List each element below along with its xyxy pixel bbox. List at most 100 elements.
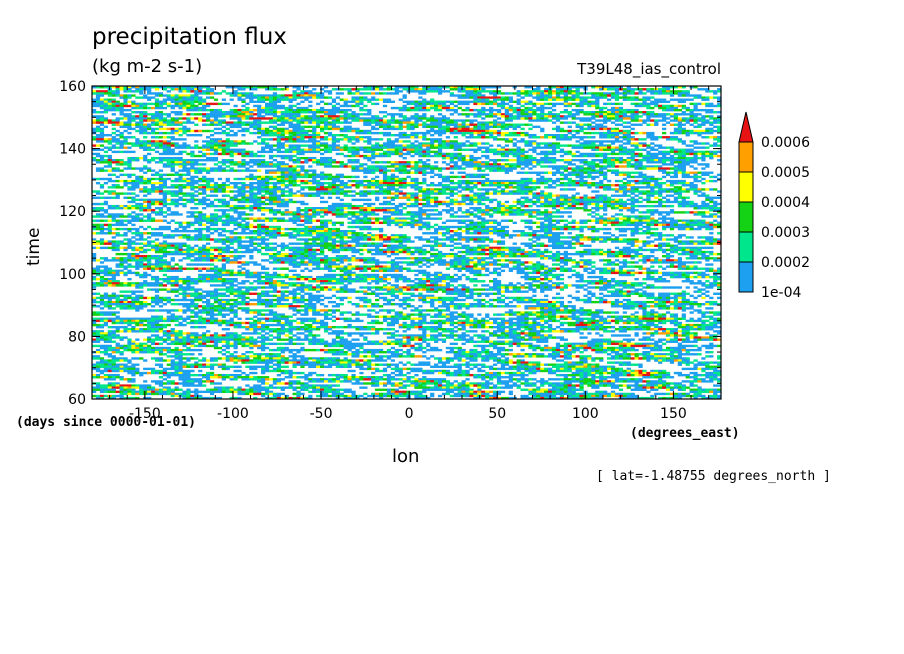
field-cell bbox=[492, 138, 498, 141]
field-cell bbox=[461, 108, 466, 112]
field-cell bbox=[583, 154, 588, 158]
field-cell bbox=[630, 92, 635, 95]
field-cell bbox=[449, 175, 454, 179]
field-cell bbox=[296, 113, 301, 116]
field-cell bbox=[280, 167, 285, 170]
field-cell bbox=[268, 138, 274, 141]
field-cell bbox=[485, 100, 490, 103]
field-cell bbox=[705, 131, 710, 135]
field-cell bbox=[406, 184, 411, 187]
field-cell bbox=[359, 108, 364, 112]
field-cell bbox=[327, 131, 333, 135]
field-cell bbox=[276, 144, 281, 147]
field-cell bbox=[378, 86, 384, 89]
field-cell bbox=[638, 111, 643, 114]
field-cell bbox=[567, 177, 572, 181]
field-cell bbox=[630, 113, 635, 116]
field-cell bbox=[520, 123, 525, 126]
field-cell bbox=[268, 156, 274, 160]
field-cell bbox=[249, 121, 254, 124]
field-cell bbox=[371, 150, 376, 154]
field-cell bbox=[669, 123, 675, 126]
field-cell bbox=[276, 123, 281, 126]
field-cell bbox=[449, 127, 454, 131]
field-cell bbox=[662, 169, 667, 172]
field-cell bbox=[367, 140, 372, 143]
field-cell bbox=[209, 96, 215, 99]
field-cell bbox=[111, 161, 116, 164]
field-cell bbox=[646, 136, 651, 139]
field-cell bbox=[213, 113, 219, 116]
field-cell bbox=[595, 154, 600, 158]
field-cell bbox=[646, 152, 651, 156]
field-cell bbox=[217, 108, 223, 112]
field-cell bbox=[95, 104, 101, 108]
field-cell bbox=[418, 181, 423, 185]
field-cell bbox=[320, 161, 325, 164]
field-cell bbox=[213, 159, 219, 162]
field-cell bbox=[217, 142, 223, 145]
field-cell bbox=[347, 136, 352, 139]
field-cell bbox=[276, 171, 281, 174]
field-cell bbox=[520, 184, 525, 187]
field-cell bbox=[610, 142, 616, 145]
field-cell bbox=[229, 86, 234, 89]
field-cell bbox=[610, 184, 616, 187]
field-cell bbox=[587, 144, 592, 147]
field-cell bbox=[103, 102, 109, 106]
field-cell bbox=[449, 106, 454, 110]
field-cell bbox=[198, 92, 203, 95]
field-cell bbox=[422, 144, 427, 147]
field-cell bbox=[249, 86, 254, 89]
field-cell bbox=[174, 113, 179, 116]
field-cell bbox=[469, 161, 474, 164]
field-cell bbox=[646, 123, 651, 126]
field-cell bbox=[284, 136, 289, 139]
field-cell bbox=[367, 108, 372, 112]
field-cell bbox=[610, 146, 616, 149]
field-cell bbox=[437, 108, 443, 112]
field-cell bbox=[174, 161, 179, 164]
field-cell bbox=[198, 146, 203, 149]
field-cell bbox=[288, 177, 293, 181]
field-cell bbox=[131, 184, 136, 187]
field-cell bbox=[284, 173, 289, 177]
field-cell bbox=[406, 169, 411, 172]
field-cell bbox=[681, 173, 686, 177]
field-cell bbox=[489, 100, 494, 103]
field-cell bbox=[190, 88, 195, 91]
field-cell bbox=[571, 117, 576, 120]
field-cell bbox=[705, 154, 710, 158]
field-cell bbox=[575, 113, 580, 116]
field-cell bbox=[595, 123, 600, 126]
field-cell bbox=[606, 113, 612, 116]
field-cell bbox=[229, 108, 234, 112]
field-cell bbox=[375, 142, 380, 145]
field-cell bbox=[253, 86, 258, 89]
field-cell bbox=[606, 115, 612, 118]
field-cell bbox=[150, 144, 156, 147]
field-cell bbox=[548, 92, 553, 95]
field-cell bbox=[618, 131, 624, 135]
field-cell bbox=[288, 175, 293, 179]
field-cell bbox=[449, 144, 454, 147]
field-cell bbox=[410, 181, 415, 185]
field-cell bbox=[587, 173, 592, 177]
field-cell bbox=[713, 119, 718, 122]
field-cell bbox=[575, 136, 580, 139]
field-cell bbox=[677, 108, 682, 112]
field-cell bbox=[359, 146, 364, 149]
field-cell bbox=[225, 152, 230, 156]
field-cell bbox=[147, 131, 152, 135]
field-cell bbox=[681, 152, 686, 156]
field-cell bbox=[292, 169, 297, 172]
field-cell bbox=[650, 133, 655, 137]
field-cell bbox=[571, 92, 576, 95]
field-cell bbox=[257, 115, 262, 118]
field-cell bbox=[139, 169, 144, 172]
field-cell bbox=[548, 113, 553, 116]
field-cell bbox=[426, 102, 431, 106]
field-cell bbox=[544, 159, 549, 162]
field-cell bbox=[170, 150, 175, 154]
